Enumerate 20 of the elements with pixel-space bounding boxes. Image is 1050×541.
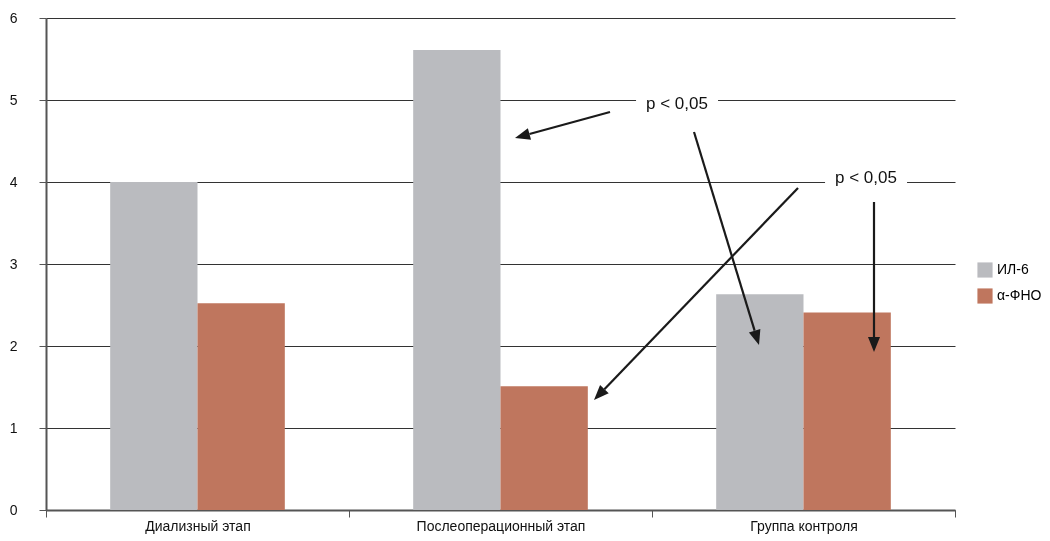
legend-label: α-ФНО [997,287,1042,303]
y-tick-label: 5 [9,91,18,108]
y-tick-label: 1 [9,419,18,436]
y-tick-label: 0 [9,501,18,518]
annotation: p < 0,05 [825,168,907,188]
bar [197,303,285,510]
bar [413,49,501,510]
x-tick-label: Послеоперационный этап [416,517,586,534]
bar [110,182,198,510]
legend-label: ИЛ-6 [997,261,1029,277]
y-tick-label: 3 [9,255,18,272]
x-tick-label: Группа контроля [750,517,858,534]
annotation: p < 0,05 [636,94,718,114]
y-tick-label: 2 [9,337,18,354]
bar [500,386,588,510]
bar [803,312,891,510]
x-tick-label: Диализный этап [145,517,251,534]
y-tick-label: 6 [9,9,18,26]
y-tick-label: 4 [9,173,18,190]
bar [716,294,804,510]
